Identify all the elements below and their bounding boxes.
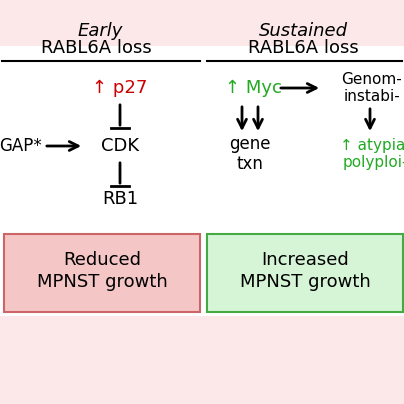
Bar: [0, 46, 205, 316]
Text: Genom-
instabi-: Genom- instabi-: [342, 72, 402, 104]
Text: Reduced
MPNST growth: Reduced MPNST growth: [37, 251, 167, 291]
Text: Sustained: Sustained: [259, 22, 347, 40]
Text: RABL6A loss: RABL6A loss: [248, 39, 358, 57]
Text: Early: Early: [77, 22, 123, 40]
FancyBboxPatch shape: [207, 234, 403, 312]
Text: ↑ p27: ↑ p27: [92, 79, 148, 97]
FancyBboxPatch shape: [4, 234, 200, 312]
Text: ↑ Myc: ↑ Myc: [225, 79, 282, 97]
Text: GAP*: GAP*: [0, 137, 41, 155]
Text: RB1: RB1: [102, 190, 138, 208]
Text: Increased
MPNST growth: Increased MPNST growth: [240, 251, 370, 291]
Text: RABL6A loss: RABL6A loss: [41, 39, 152, 57]
Text: CDK: CDK: [101, 137, 139, 155]
Text: ↑ atypia/
polyploi-: ↑ atypia/ polyploi-: [340, 138, 404, 170]
Bar: [204, 46, 404, 316]
Text: gene
txn: gene txn: [229, 135, 271, 173]
